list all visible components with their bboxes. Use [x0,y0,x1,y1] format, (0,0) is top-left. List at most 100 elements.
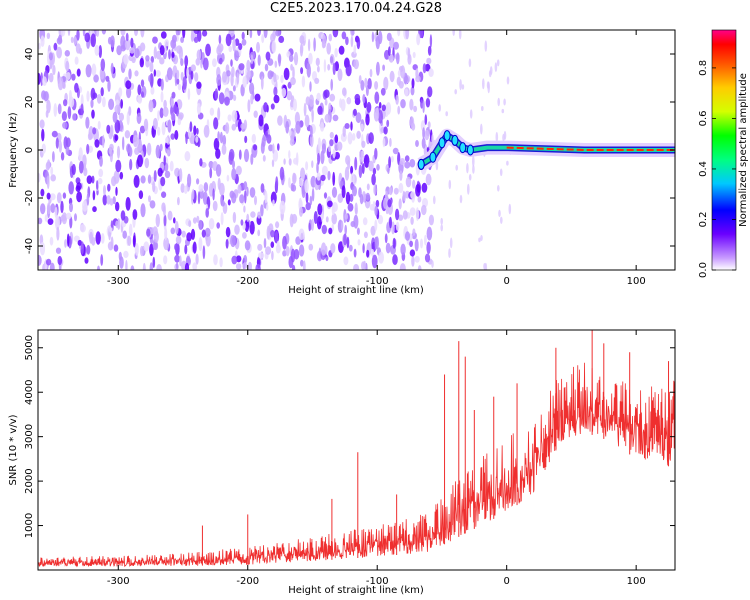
spectrogram-cell [94,45,100,56]
spectrogram-cell [174,167,181,177]
spectrogram-cell [305,191,309,204]
spectrogram-cell [426,226,433,241]
spectrogram-cell [397,30,401,37]
spectrogram-cell [184,55,189,68]
spectrogram-cell [283,67,290,81]
spectrogram-cell [324,99,328,106]
spectrogram-cell [160,91,164,103]
spectrogram-cell [125,80,132,89]
spectrogram-cell [61,111,67,122]
spectrogram-cell [472,164,475,174]
spectrogram-cell [225,122,230,134]
spectrogram-cell [186,67,190,79]
colorbar-tick-label: 0.2 [698,212,709,228]
spectrogram-cell [424,234,427,246]
spectrogram-cell [497,185,500,192]
spectrogram-cell [196,102,201,115]
spectrogram-cell [275,176,279,191]
spectrogram-cell [376,164,380,171]
spectrogram-cell [196,81,202,89]
spectrogram-cell [327,64,331,71]
spectrogram-cell [310,125,313,138]
spectrogram-cell [78,147,83,162]
spectrogram-cell [247,261,252,270]
spectrogram-cell [380,87,386,96]
spectrogram-cell [231,123,237,131]
colorbar: 0.0 0.2 0.4 0.6 0.8 Normalized spectral ampl… [698,29,749,278]
spectrogram-cell [226,70,231,77]
spectrogram-cell [125,197,131,211]
spectrogram-cell [74,213,77,222]
spectrogram-cell [273,72,277,83]
spectrogram-cell [148,100,154,113]
spectrogram-cell [114,119,121,134]
spectrogram-cell [132,235,136,248]
spectrogram-cell [159,143,163,152]
spectrogram-cell [175,106,180,117]
spectrogram-cell [405,30,410,40]
spectrogram-cell [290,63,293,71]
spectrogram-cell [174,130,179,140]
spectrogram-cell [368,132,374,145]
spectrogram-cell [224,96,230,106]
chart-title: C2E5.2023.170.04.24.G28 [269,1,443,16]
spectrogram-cell [102,194,108,206]
spectrogram-cell [170,112,176,122]
spectrogram-cell [134,243,139,256]
spectrogram-cell [362,217,368,226]
spectrogram-cell [461,84,465,90]
spectrogram-cell [449,237,453,249]
spectrogram-cell [494,62,498,73]
spectrogram-cell [343,256,349,266]
spectrogram-cell [38,217,43,225]
spectrogram-cell [388,187,393,196]
spectrogram-cell [309,134,314,148]
spectrogram-cell [308,94,314,107]
spectrogram-cell [165,136,169,144]
spectrogram-cell [56,192,62,204]
spectrogram-cell [321,224,327,235]
spectrogram-cell [95,231,101,245]
spectrogram-cell [61,212,68,225]
spectrogram-cell [265,130,269,138]
spectrogram-cell [348,244,353,252]
spectrogram-cell [175,262,179,270]
colorbar-ticks: 0.0 0.2 0.4 0.6 0.8 [698,60,736,278]
spectrogram-cell [130,37,134,48]
spectrogram-cell [96,180,99,190]
spectrogram-cell [250,153,254,165]
spectrogram-cell [410,191,416,200]
spectrogram-cell [50,174,56,182]
spectrogram-cell [393,187,399,195]
spectrogram-cell [384,233,388,244]
spectrogram-cell [332,30,339,38]
spectrogram-cell [55,247,62,254]
spectrogram-cell [152,181,156,193]
spectrogram-cell [201,229,206,238]
spectrogram-cell [353,264,360,270]
spectrogram-cell [381,104,386,112]
spectrogram-cell [73,36,77,45]
spectrogram-cell [415,68,419,79]
spectrogram-cell [184,244,188,255]
spectrogram-cell [305,161,309,171]
spectrogram-cell [74,235,80,242]
spectrogram-cell [115,220,119,228]
spectrogram-cell [405,176,412,188]
spectrogram-cell [217,107,221,121]
spectrogram-cell [50,166,54,176]
spectrogram-cell [424,253,431,263]
spectrogram-cell [323,89,330,98]
spectrogram-cell [128,68,132,80]
spectrogram-cell [287,81,292,89]
spectrogram-cell [126,86,132,99]
spectrogram-cell [232,211,237,224]
spectrogram-cell [254,195,257,206]
spectrogram-cell [373,107,380,122]
snr-y-label: SNR (10 * v/v) [8,414,19,485]
spectrogram-cell [371,31,375,43]
spectrogram-cell [46,192,51,200]
spectrogram-cell [270,103,275,110]
spectrogram-cell [249,187,256,198]
spectrogram-cell [60,30,66,37]
